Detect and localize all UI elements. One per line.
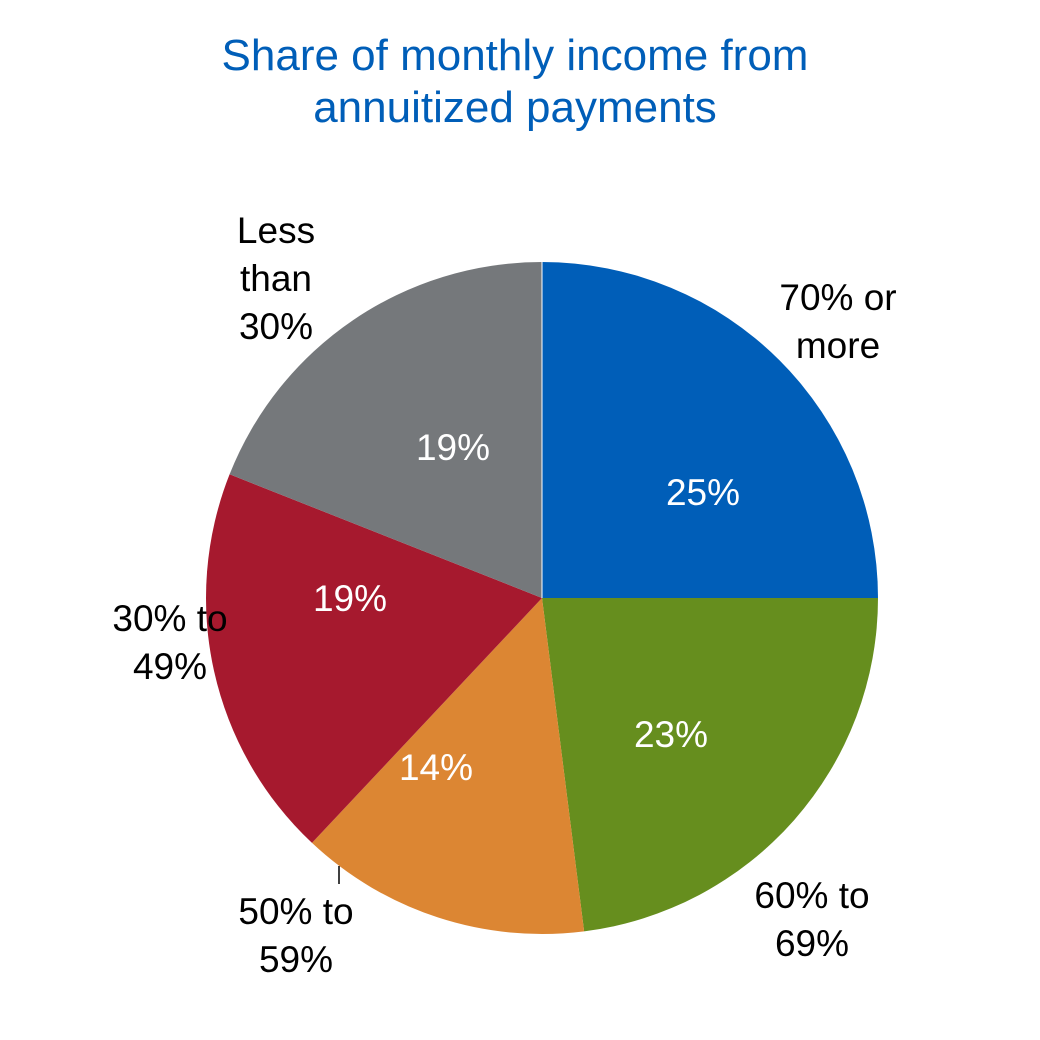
pie-slice-4 (206, 474, 542, 843)
slice-category-label-3-line-1: 50% to (238, 891, 353, 932)
chart-title-line-2: annuitized payments (313, 83, 717, 132)
slice-category-label-5-line-2: than (240, 258, 312, 299)
slice-category-label-5-line-3: 30% (239, 306, 313, 347)
slice-value-label-3: 14% (399, 747, 473, 788)
slice-category-label-4-line-2: 49% (133, 646, 207, 687)
slice-category-label-5: Less than 30% (237, 210, 315, 347)
slice-category-label-2-line-1: 60% to (754, 875, 869, 916)
slice-value-label-5: 19% (416, 427, 490, 468)
slice-category-label-2: 60% to 69% (754, 875, 869, 964)
slice-category-label-3: 50% to 59% (238, 891, 353, 980)
pie-slice-5 (229, 262, 542, 598)
pie-value-labels: 25% 23% 14% 19% 19% (313, 427, 740, 788)
slice-category-label-4: 30% to 49% (112, 598, 227, 687)
slice-category-label-1-line-2: more (796, 325, 880, 366)
slice-category-label-3-line-2: 59% (259, 939, 333, 980)
slice-category-label-1-line-1: 70% or (779, 277, 896, 318)
slice-value-label-4: 19% (313, 578, 387, 619)
slice-category-label-5-line-1: Less (237, 210, 315, 251)
slice-value-label-2: 23% (634, 714, 708, 755)
pie-slice-3 (311, 598, 585, 934)
chart-title-line-1: Share of monthly income from (221, 31, 809, 80)
pie-slice-2 (542, 598, 878, 932)
pie-slices (206, 262, 878, 934)
slice-category-label-4-line-1: 30% to (112, 598, 227, 639)
slice-value-label-1: 25% (666, 472, 740, 513)
pie-slice-1 (542, 262, 878, 598)
pie-outer-labels: 70% or more 60% to 69% 50% to 59% 30% to 49% Les… (112, 210, 896, 980)
slice-category-label-2-line-2: 69% (775, 923, 849, 964)
slice-category-label-1: 70% or more (779, 277, 896, 366)
chart-title: Share of monthly income from annuitized … (0, 30, 1030, 134)
